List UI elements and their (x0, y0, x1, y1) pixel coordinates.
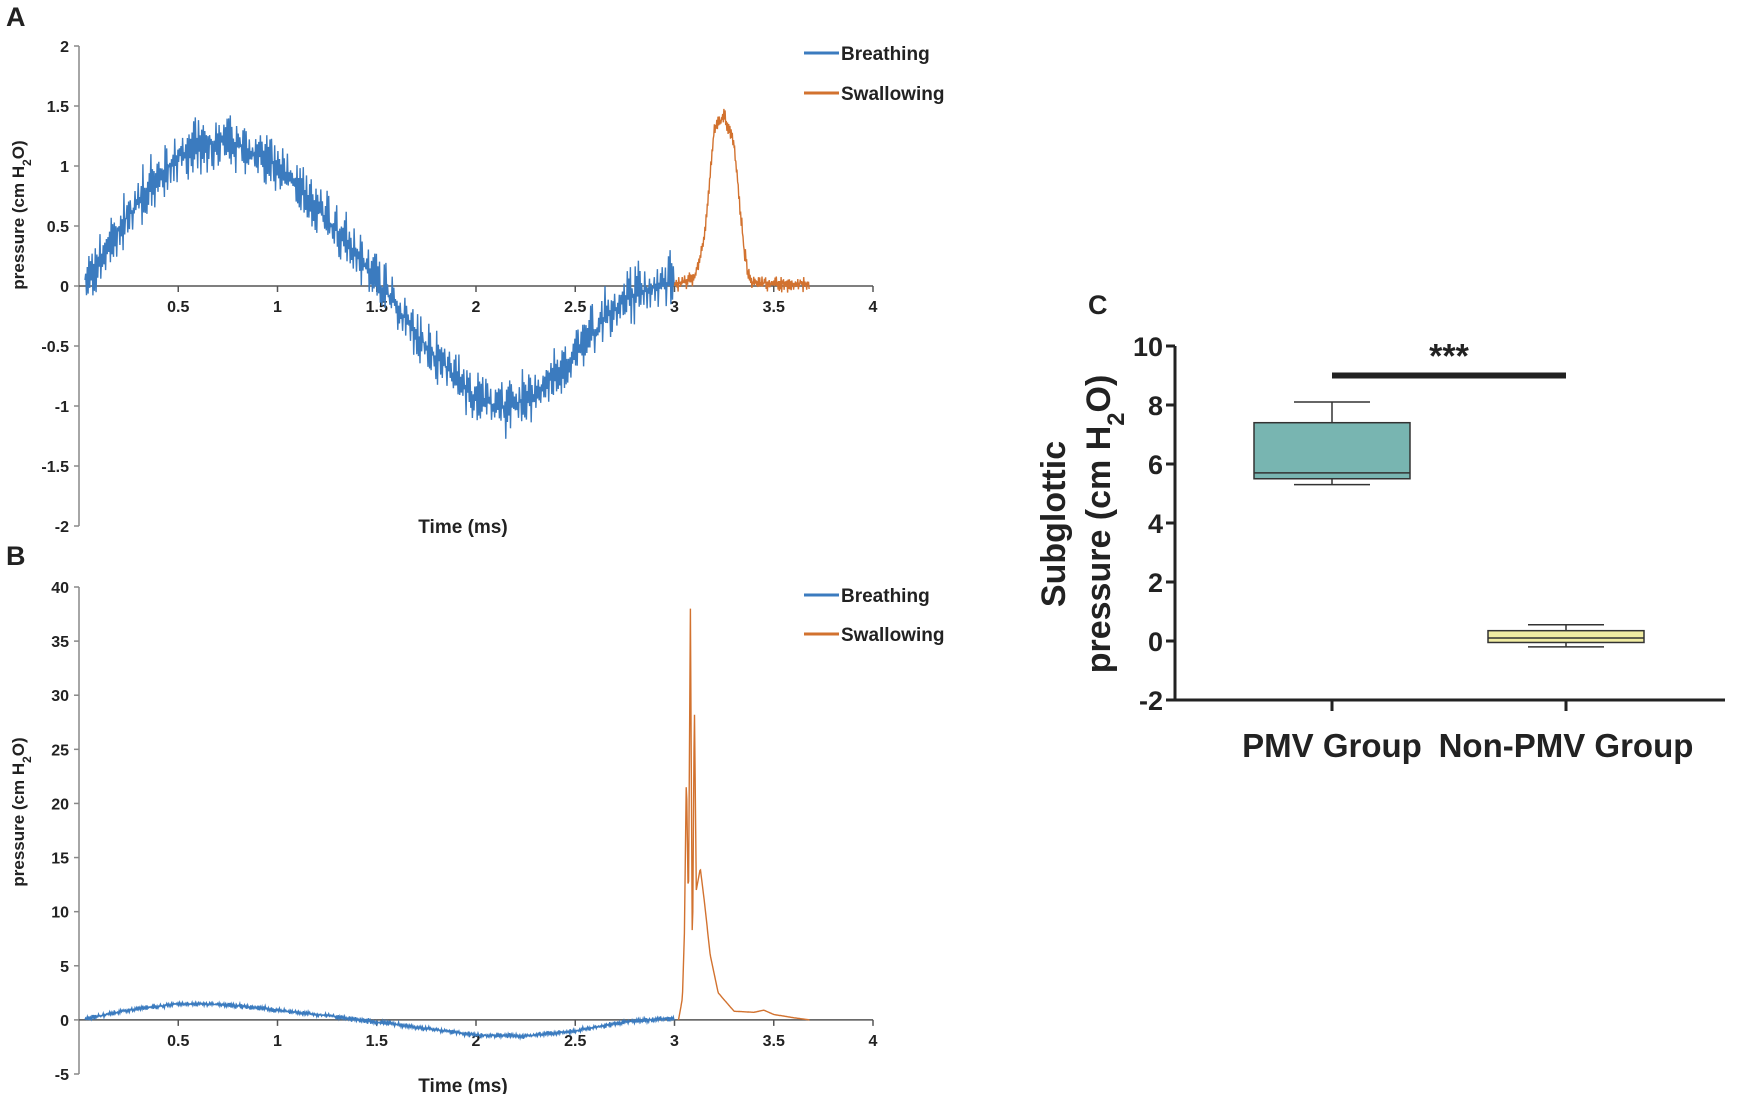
y-axis-title-line2: pressure (cm H2O) (1080, 375, 1130, 674)
box-0 (1253, 421, 1411, 480)
y-tick-label: 6 (1148, 450, 1163, 480)
x-tick-label: 4 (869, 299, 878, 316)
y-tick-label: -0.5 (41, 339, 69, 356)
series-line-breathing (84, 999, 675, 1041)
y-axis-title: pressure (cm H2O) (9, 140, 34, 289)
y-tick-label: 10 (1133, 332, 1163, 362)
box-1 (1487, 629, 1645, 644)
y-tick-label: -1 (55, 399, 69, 416)
x-tick-label: 4 (869, 1033, 878, 1050)
y-tick-label: 8 (1148, 391, 1163, 421)
series-line-swallowing (673, 108, 810, 293)
y-axis-title-part: O) (9, 140, 28, 159)
y-tick-label: 2 (1148, 568, 1163, 598)
y-tick-label: 30 (51, 688, 69, 705)
y-tick-label: 35 (51, 634, 69, 651)
x-axis-title: Time (ms) (418, 1076, 507, 1094)
x-axis-title: Time (ms) (418, 517, 507, 538)
x-tick-label: 2 (472, 1033, 481, 1050)
x-tick-label: 3 (670, 1033, 679, 1050)
x-tick-label: 2.5 (564, 299, 586, 316)
x-tick-label: 1.5 (366, 1033, 388, 1050)
x-tick-label: 0.5 (167, 1033, 189, 1050)
panel-label-a: A (6, 2, 26, 32)
y-tick-label: 1 (60, 159, 69, 176)
legend-label-swallowing: Swallowing (841, 84, 944, 105)
y-tick-label: -5 (55, 1067, 69, 1084)
y-tick-label: 10 (51, 905, 69, 922)
y-axis-title-subscript: 2 (20, 756, 34, 763)
y-tick-label: 0 (1148, 627, 1163, 657)
chart-panel-c: 10 8 6 4 2 0 -2 PMV Group Non-PMV Group *** Subglo… (1035, 332, 1725, 764)
y-tick-label: 5 (60, 959, 69, 976)
y-axis-title-subscript: 2 (20, 159, 34, 166)
x-tick-label: PMV Group (1242, 727, 1422, 764)
series-line-swallowing (677, 608, 810, 1021)
y-tick-label: 0 (60, 1013, 69, 1030)
y-axis-title-part: O) (9, 737, 28, 756)
panel-label-b: B (6, 541, 26, 571)
y-axis-title-line2-part: O) (1080, 375, 1118, 413)
y-tick-label: 0 (60, 279, 69, 296)
y-axis-title-part: pressure (cm H (9, 763, 28, 887)
y-axis-title-line2-part: pressure (cm H (1080, 426, 1118, 674)
y-tick-label: 4 (1148, 509, 1163, 539)
y-tick-label: 25 (51, 742, 69, 759)
chart-panel-a: 21.510.50-0.5-1-1.5-20.5 1 1.5 2 2.5 3 3.5 4Tim… (9, 39, 944, 538)
legend-label-breathing: Breathing (841, 586, 930, 607)
y-tick-label: 15 (51, 851, 69, 868)
y-axis-title-line1: Subglottic (1035, 441, 1073, 607)
x-tick-label: Non-PMV Group (1439, 727, 1694, 764)
x-tick-label: 3.5 (763, 299, 785, 316)
x-tick-label: 2.5 (564, 1033, 586, 1050)
y-tick-label: 1.5 (47, 99, 69, 116)
y-axis-title: pressure (cm H2O) (9, 737, 34, 886)
x-tick-label: 3 (670, 299, 679, 316)
y-tick-label: -2 (55, 519, 69, 536)
y-axis-title-part: pressure (cm H (9, 166, 28, 290)
y-tick-label: 2 (60, 39, 69, 56)
chart-panel-b: 40 35 30 25 20 15 10 5 0 -5 0.5 1 1.5 2 2.5 3 3.5 4 Time (… (9, 580, 944, 1097)
y-tick-label: -1.5 (41, 459, 69, 476)
x-tick-label: 1 (273, 1033, 282, 1050)
x-tick-label: 0.5 (167, 299, 189, 316)
panel-label-c: C (1088, 290, 1108, 320)
legend-label-swallowing: Swallowing (841, 625, 944, 646)
x-tick-label: 2 (472, 299, 481, 316)
y-tick-label: -2 (1139, 686, 1163, 716)
series-line-breathing (84, 115, 675, 439)
y-tick-label: 20 (51, 796, 69, 813)
significance-label: *** (1429, 338, 1469, 376)
y-tick-label: 0.5 (47, 219, 69, 236)
x-tick-label: 3.5 (763, 1033, 785, 1050)
x-tick-label: 1 (273, 299, 282, 316)
y-axis-title-line2-subscript: 2 (1103, 412, 1130, 425)
y-tick-label: 40 (51, 580, 69, 597)
legend-label-breathing: Breathing (841, 44, 930, 65)
